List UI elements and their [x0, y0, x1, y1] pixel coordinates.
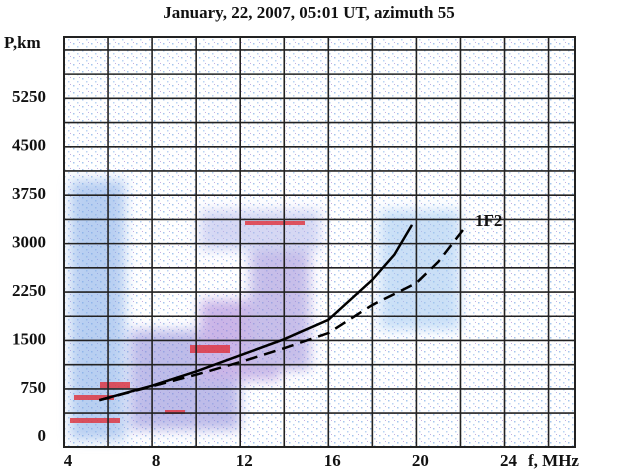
x-axis-label: f, MHz — [528, 451, 579, 470]
curve — [98, 226, 466, 402]
plot-frame — [63, 36, 576, 448]
y-tick-label: 0 — [38, 426, 47, 445]
background-noise — [64, 37, 575, 447]
x-tick-label: 16 — [324, 451, 341, 470]
x-tick-label: 20 — [412, 451, 429, 470]
x-tick-label: 24 — [500, 451, 518, 470]
chart-title: January, 22, 2007, 05:01 UT, azimuth 55 — [163, 3, 455, 22]
x-tick-label: 12 — [236, 451, 253, 470]
y-tick-label: 750 — [21, 378, 47, 397]
curve — [98, 224, 414, 402]
y-tick-label: 3750 — [12, 184, 46, 203]
y-tick-label: 3000 — [12, 233, 46, 252]
y-axis-label: P,km — [4, 33, 41, 52]
x-tick-label: 8 — [152, 451, 161, 470]
y-tick-label: 4500 — [12, 136, 46, 155]
y-tick-label: 1500 — [12, 329, 46, 348]
y-tick-label: 2250 — [12, 281, 46, 300]
x-tick-label: 4 — [64, 451, 73, 470]
annotation: 1F2 — [475, 211, 502, 230]
y-tick-label: 5250 — [12, 87, 46, 106]
